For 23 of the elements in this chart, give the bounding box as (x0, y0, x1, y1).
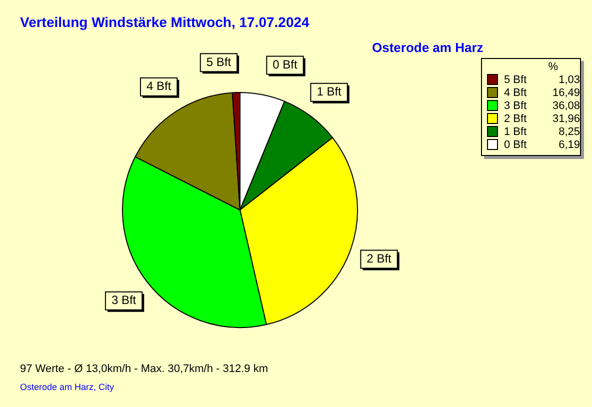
legend-label: 5 Bft (504, 74, 528, 86)
slice-label: 5 Bft (206, 54, 232, 69)
slice-label: 4 Bft (146, 79, 172, 94)
legend-title: % (547, 61, 559, 73)
legend-label: 2 Bft (504, 112, 528, 124)
slice-label: 2 Bft (366, 252, 392, 266)
data-label: 1,03 (558, 74, 580, 86)
data-label: 31,96 (551, 112, 580, 124)
legend-label: 1 Bft (504, 126, 528, 138)
legend-label: 0 Bft (504, 138, 528, 150)
data-label: 6,19 (558, 138, 580, 150)
chart-subtitle: Osterode am Harz (372, 40, 484, 55)
text: 97 Werte - Ø 13,0km/h - Max. 30,7km/h - 312.9 km (20, 363, 268, 375)
data-label: 8,25 (558, 126, 580, 138)
text: Osterode am Harz, City (20, 382, 114, 392)
legend-label: 4 Bft (504, 86, 528, 98)
slice-label: 1 Bft (316, 84, 342, 99)
slice-label: 3 Bft (111, 293, 137, 308)
slice-label: 0 Bft (272, 58, 298, 72)
data-label: 36,08 (551, 100, 580, 112)
legend-label: 3 Bft (504, 100, 528, 112)
data-label: 16,49 (551, 86, 580, 98)
chart-title: Verteilung Windstärke Mittwoch, 17.07.2024 (20, 14, 310, 30)
